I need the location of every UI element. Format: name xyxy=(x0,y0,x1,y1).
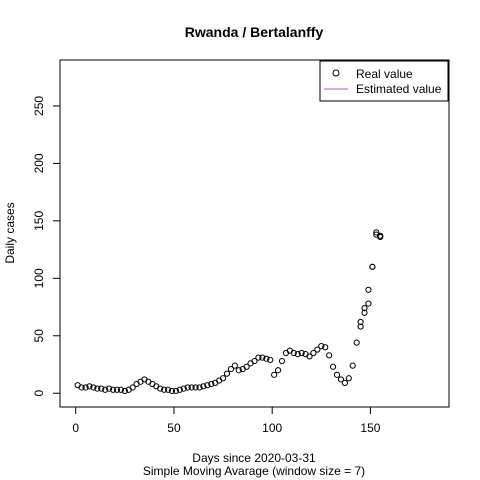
data-point xyxy=(370,264,375,269)
data-point xyxy=(334,372,339,377)
x-axis: 0 50 100 150 xyxy=(72,407,380,435)
legend-label-real: Real value xyxy=(356,67,413,81)
data-point xyxy=(354,340,359,345)
data-point xyxy=(279,358,284,363)
data-point xyxy=(327,353,332,358)
y-tick-label: 200 xyxy=(32,153,46,173)
data-point xyxy=(232,363,237,368)
x-axis-sublabel: Simple Moving Avarage (window size = 7) xyxy=(143,464,365,478)
data-point xyxy=(366,301,371,306)
plot-frame xyxy=(60,60,449,407)
legend-label-estimated: Estimated value xyxy=(356,82,442,96)
y-axis-label: Daily cases xyxy=(3,202,17,263)
data-point xyxy=(346,376,351,381)
x-tick-label: 0 xyxy=(72,421,79,435)
data-point xyxy=(275,368,280,373)
x-tick-label: 100 xyxy=(262,421,282,435)
data-point xyxy=(272,372,277,377)
y-tick-label: 100 xyxy=(32,268,46,288)
x-tick-label: 150 xyxy=(360,421,380,435)
x-tick-label: 50 xyxy=(167,421,181,435)
y-axis: 0 50 100 150 200 250 xyxy=(32,96,60,397)
y-tick-label: 50 xyxy=(32,329,46,343)
data-point xyxy=(342,380,347,385)
y-tick-label: 0 xyxy=(32,390,46,397)
data-point xyxy=(224,371,229,376)
data-points xyxy=(75,230,383,394)
data-point xyxy=(330,364,335,369)
data-point xyxy=(366,287,371,292)
y-tick-label: 250 xyxy=(32,96,46,116)
legend: Real value Estimated value xyxy=(320,61,448,101)
x-axis-label: Days since 2020-03-31 xyxy=(192,451,316,465)
data-point xyxy=(350,363,355,368)
data-point xyxy=(220,376,225,381)
y-tick-label: 150 xyxy=(32,211,46,231)
chart-title: Rwanda / Bertalanffy xyxy=(185,24,324,40)
